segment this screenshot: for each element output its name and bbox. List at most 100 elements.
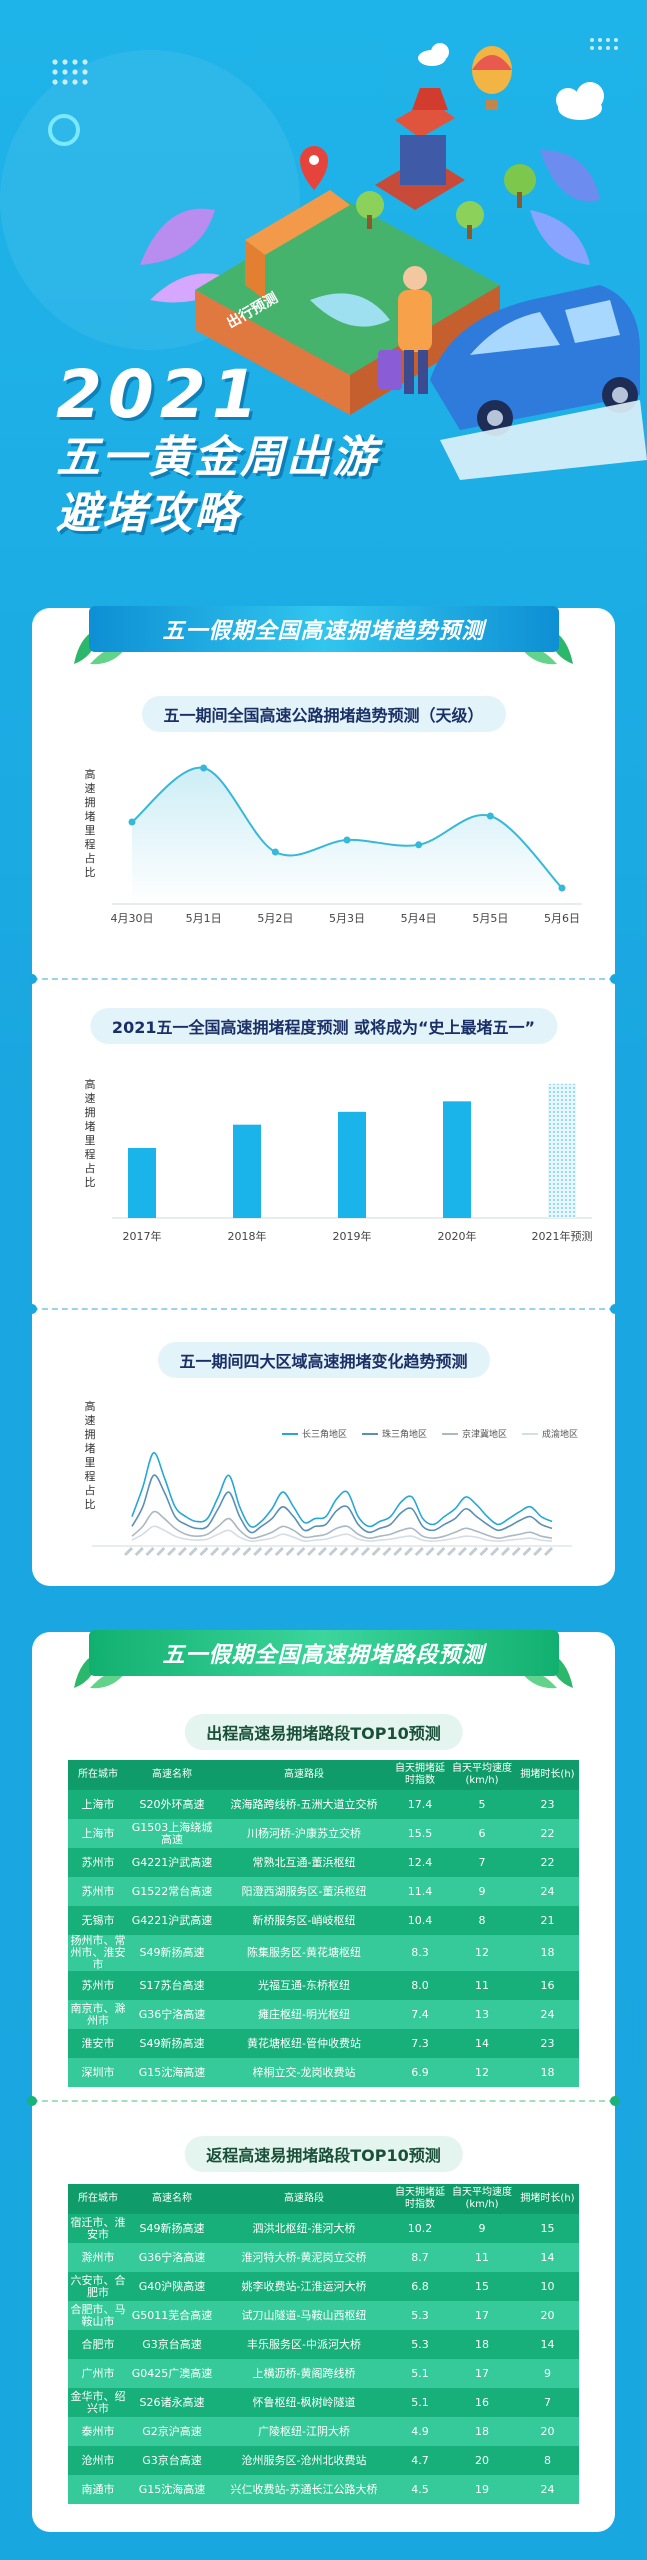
table-cell: 8.7 [392,2243,448,2272]
table-cell: 18 [448,2417,516,2446]
table-cell: G4221沪武高速 [128,1848,216,1877]
table-row: 南通市 G15沈海高速 兴仁收费站-苏通长江公路大桥 4.5 19 24 [68,2475,579,2504]
table-cell: 10.4 [392,1906,448,1935]
chart1-title: 五一期间全国高速公路拥堵趋势预测（天级） [141,696,506,732]
x-tick-label: 5月6日 [544,912,580,925]
data-point [128,818,136,826]
divider [32,2100,615,2102]
table-row: 沧州市 G3京台高速 沧州服务区-沧州北收费站 4.7 20 8 [68,2446,579,2475]
x-tick [307,1546,317,1557]
x-tick [447,1546,457,1557]
table-cell: 18 [516,1935,579,1971]
table-cell: 22 [516,1819,579,1848]
table-cell: 5.1 [392,2359,448,2388]
table-cell: 阳澄西湖服务区-董浜枢纽 [216,1877,392,1906]
table-cell: 13 [448,2000,516,2029]
table-row: 六安市、合肥市 G40沪陕高速 姚李收费站-江淮运河大桥 6.8 15 10 [68,2272,579,2301]
table-cell: G40沪陕高速 [128,2272,216,2301]
table-cell: 19 [448,2475,516,2504]
section1-banner: 五一假期全国高速拥堵趋势预测 [88,606,559,652]
chart2-ylabel: 高速拥堵里程占比 [84,1078,96,1189]
x-tick-label: 5月2日 [257,912,293,925]
table-cell: 16 [516,1971,579,2000]
table-cell: 川杨河桥-沪康苏立交桥 [216,1819,392,1848]
table-cell: 苏州市 [68,1848,128,1877]
table-cell: 试刀山隧道-马鞍山西枢纽 [216,2301,392,2330]
table-row: 南京市、滁州市 G36宁洛高速 瘫庄枢纽-明光枢纽 7.4 13 24 [68,2000,579,2029]
table-cell: 苏州市 [68,1971,128,2000]
data-point [343,836,351,844]
table-cell: 7.3 [392,2029,448,2058]
x-tick [382,1546,392,1557]
table-cell: 10.2 [392,2214,448,2243]
table-row: 淮安市 S49新扬高速 黄花塘枢纽-管仲收费站 7.3 14 23 [68,2029,579,2058]
x-tick [253,1546,263,1557]
table-cell: 合肥市、马鞍山市 [68,2301,128,2330]
table-cell: 扬州市、常州市、淮安市 [68,1935,128,1971]
x-tick [220,1546,230,1557]
x-tick [296,1546,306,1557]
table-cell: 上海市 [68,1790,128,1819]
table-cell: 7.4 [392,2000,448,2029]
x-tick [436,1546,446,1557]
chart1-ylabel: 高速拥堵里程占比 [84,768,96,879]
table1-title: 出程高速易拥堵路段TOP10预测 [184,1714,463,1750]
table-cell: 16 [448,2388,516,2417]
table-row: 上海市 S20外环高速 滨海路跨线桥-五洲大道立交桥 17.4 5 23 [68,1790,579,1819]
x-tick [134,1546,144,1557]
table-cell: 梓桐立交-龙岗收费站 [216,2058,392,2087]
table-cell: 5.1 [392,2388,448,2417]
x-tick [490,1546,500,1557]
table-cell: 光福互通-东桥枢纽 [216,1971,392,2000]
x-tick [414,1546,424,1557]
table-cell: 上海市 [68,1819,128,1848]
column-header: 高速名称 [128,2184,216,2214]
table-row: 合肥市 G3京台高速 丰乐服务区-中派河大桥 5.3 18 14 [68,2330,579,2359]
table-cell: 滨海路跨线桥-五洲大道立交桥 [216,1790,392,1819]
x-tick [263,1546,274,1557]
area-fill [132,767,562,904]
table-cell: 淮河特大桥-黄泥岗立交桥 [216,2243,392,2272]
return-congestion-table: 所在城市 高速名称 高速路段 自天拥堵延时指数 自天平均速度(km/h) 拥堵时长(h) 宿… [68,2184,579,2504]
table-cell: G4221沪武高速 [128,1906,216,1935]
column-header: 自天拥堵延时指数 [392,2184,448,2214]
table-header-row: 所在城市 高速名称 高速路段 自天拥堵延时指数 自天平均速度(km/h) 拥堵时长(h) [68,1760,579,1790]
column-header: 自天平均速度(km/h) [448,2184,516,2214]
x-tick [425,1546,435,1557]
table-cell: 瘫庄枢纽-明光枢纽 [216,2000,392,2029]
table-cell: 黄花塘枢纽-管仲收费站 [216,2029,392,2058]
table-cell: 泰州市 [68,2417,128,2446]
table-cell: S26诸永高速 [128,2388,216,2417]
x-tick [403,1546,414,1557]
table-cell: 广陵枢纽-江阴大桥 [216,2417,392,2446]
table-cell: 金华市、绍兴市 [68,2388,128,2417]
table-cell: 上横沥桥-黄阁跨线桥 [216,2359,392,2388]
table-cell: 8 [448,1906,516,1935]
x-tick [317,1546,327,1557]
table-cell: G5011芜合高速 [128,2301,216,2330]
table-cell: 20 [516,2301,579,2330]
table-cell: 6 [448,1819,516,1848]
table-cell: S49新扬高速 [128,2214,216,2243]
x-tick [350,1546,360,1557]
divider-dot [27,974,37,984]
table-cell: 南京市、滁州市 [68,2000,128,2029]
bar [443,1101,471,1218]
column-header: 所在城市 [68,1760,128,1790]
table-cell: 15 [448,2272,516,2301]
table-cell: 12.4 [392,1848,448,1877]
table-cell: 无锡市 [68,1906,128,1935]
table-row: 苏州市 G1522常台高速 阳澄西湖服务区-董浜枢纽 11.4 9 24 [68,1877,579,1906]
divider-dot [610,1304,620,1314]
table-row: 深圳市 G15沈海高速 梓桐立交-龙岗收费站 6.9 12 18 [68,2058,579,2087]
divider-dot [27,1304,37,1314]
table-cell: S20外环高速 [128,1790,216,1819]
x-tick [360,1546,370,1557]
table-cell: 8.3 [392,1935,448,1971]
table-row: 广州市 G0425广澳高速 上横沥桥-黄阁跨线桥 5.1 17 9 [68,2359,579,2388]
x-tick [522,1546,532,1557]
table-row: 金华市、绍兴市 S26诸永高速 怀鲁枢纽-枫树岭隧道 5.1 16 7 [68,2388,579,2417]
legend-label: 珠三角地区 [382,1428,427,1440]
column-header: 自天拥堵延时指数 [392,1760,448,1790]
column-header: 拥堵时长(h) [516,2184,579,2214]
